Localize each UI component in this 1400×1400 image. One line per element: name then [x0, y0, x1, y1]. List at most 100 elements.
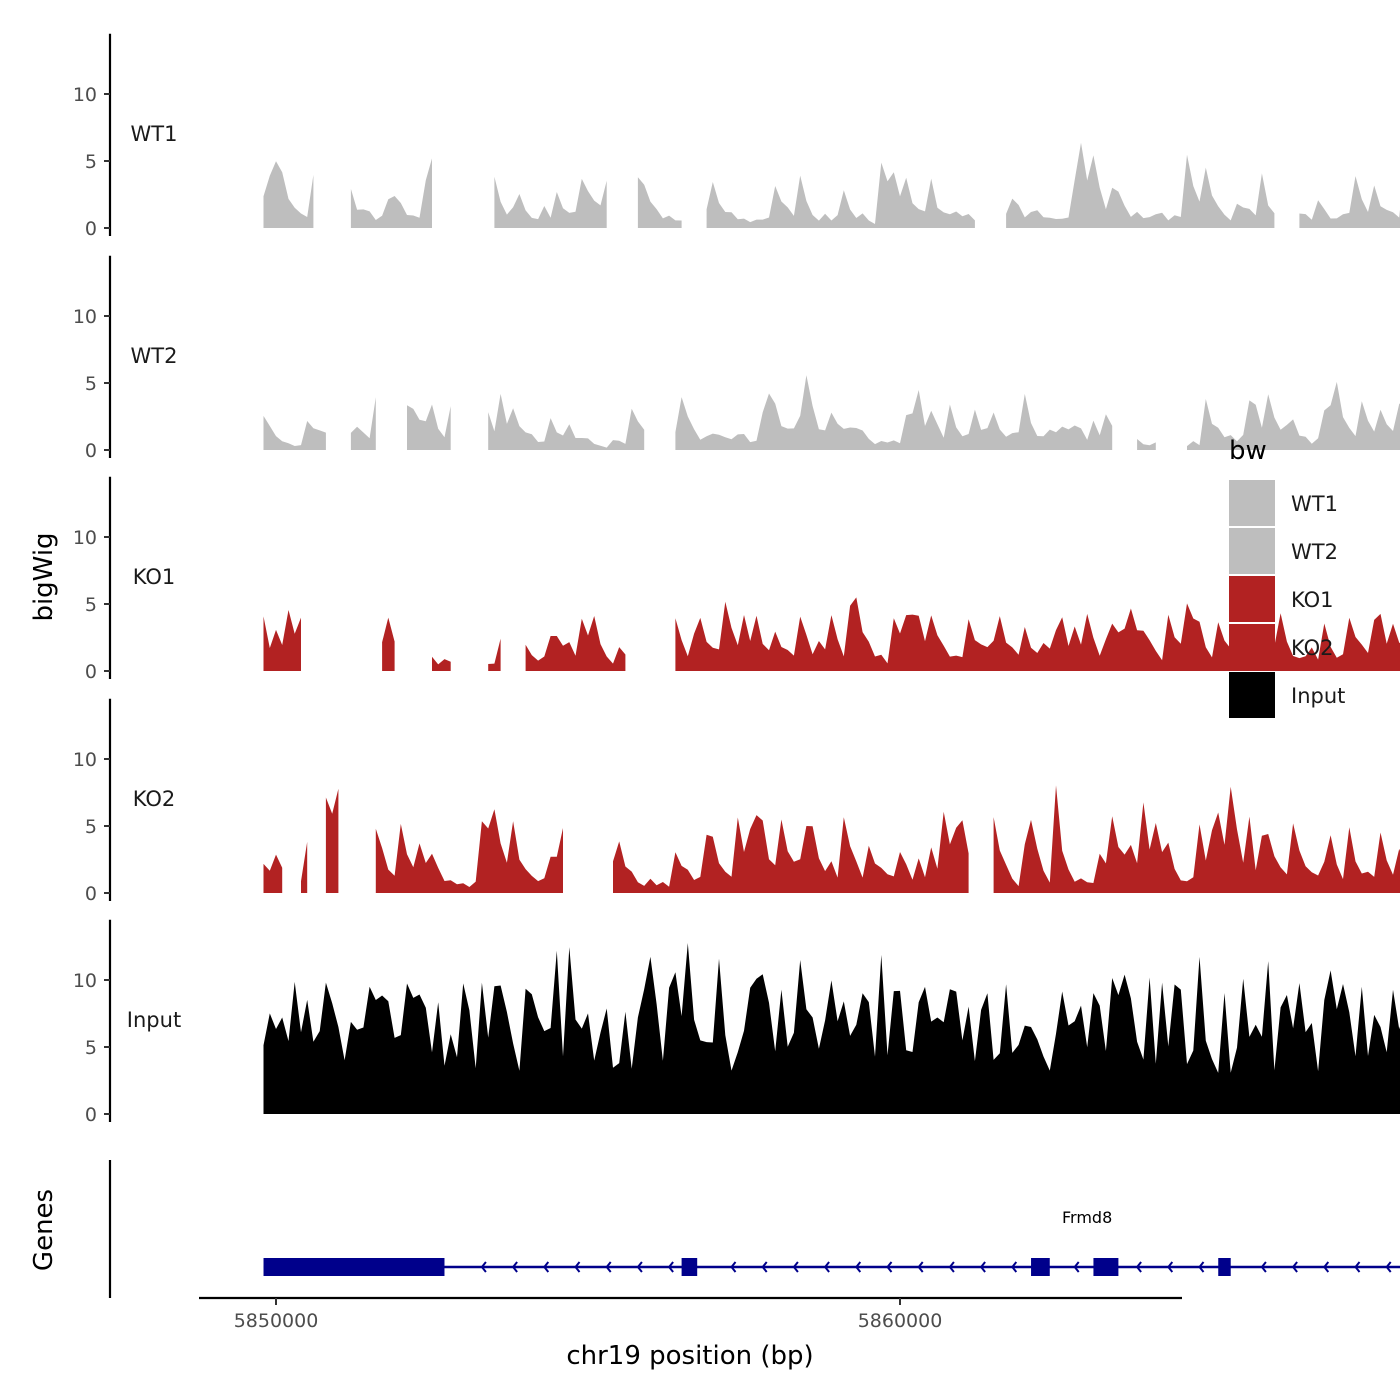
x-tick-label: 5860000 — [858, 1310, 943, 1332]
y-tick-label: 0 — [85, 1104, 97, 1126]
genes-axis-title: Genes — [29, 1189, 59, 1271]
track-panels: 0 5 10 WT1 0 5 10 WT2 0 5 10 KO1 0 5 10 KO2 0 5 10 Input — [73, 33, 1400, 1126]
x-tick-label: 5850000 — [234, 1310, 319, 1332]
strand-arrow — [730, 1261, 737, 1273]
gene-frmd8: Frmd8 — [263, 1208, 1400, 1276]
strand-arrow — [855, 1261, 862, 1273]
strand-arrow — [979, 1261, 986, 1273]
y-tick-label: 10 — [73, 84, 97, 106]
y-tick-label: 10 — [73, 749, 97, 771]
strand-arrow — [574, 1261, 581, 1273]
legend-swatch-wt2 — [1229, 528, 1275, 574]
strand-arrow — [886, 1261, 893, 1273]
strand-arrow — [948, 1261, 955, 1273]
signal-area-wt2 — [407, 404, 451, 450]
track-wt2: 0 5 10 WT2 — [73, 255, 1400, 462]
strand-arrow — [1385, 1261, 1392, 1273]
y-tick-label: 5 — [85, 151, 97, 173]
strand-arrow — [480, 1261, 487, 1273]
legend-swatch-wt1 — [1229, 480, 1275, 526]
y-tick-label: 0 — [85, 661, 97, 683]
signal-area-ko1 — [488, 638, 501, 671]
signal-area-ko2 — [613, 811, 969, 893]
track-label: WT1 — [131, 122, 178, 146]
signal-area-wt2 — [488, 393, 645, 450]
legend-label-input: Input — [1291, 684, 1345, 708]
y-tick-label: 0 — [85, 440, 97, 462]
y-tick-label: 10 — [73, 970, 97, 992]
legend-label-wt1: WT1 — [1291, 492, 1338, 516]
strand-arrow — [1354, 1261, 1361, 1273]
strand-arrow — [792, 1261, 799, 1273]
legend-label-ko2: KO2 — [1291, 636, 1334, 660]
legend-label-wt2: WT2 — [1291, 540, 1338, 564]
y-tick-label: 5 — [85, 1037, 97, 1059]
y-tick-label: 5 — [85, 594, 97, 616]
y-tick-label: 5 — [85, 373, 97, 395]
strand-arrow — [1198, 1261, 1205, 1273]
signal-area-ko1 — [525, 616, 626, 671]
legend-label-ko1: KO1 — [1291, 588, 1334, 612]
signal-area-ko2 — [263, 854, 283, 893]
signal-area-ko1 — [263, 610, 301, 671]
strand-arrow — [823, 1261, 830, 1273]
track-ko2: 0 5 10 KO2 — [73, 698, 1400, 905]
signal-area-wt1 — [350, 158, 432, 228]
signal-area-wt2 — [1187, 381, 1400, 450]
strand-arrow — [667, 1261, 674, 1273]
y-tick-label: 0 — [85, 218, 97, 240]
track-ko1: 0 5 10 KO1 — [73, 476, 1400, 683]
genes-panel: Frmd8 — [108, 1160, 1400, 1298]
strand-arrow — [605, 1261, 612, 1273]
signal-area-input — [263, 943, 1400, 1114]
track-input: 0 5 10 Input — [73, 919, 1400, 1126]
track-label: Input — [127, 1008, 181, 1032]
y-tick-label: 10 — [73, 306, 97, 328]
signal-area-ko1 — [382, 617, 395, 671]
track-label: WT2 — [131, 344, 178, 368]
strand-arrow — [511, 1261, 518, 1273]
strand-arrow — [1260, 1261, 1267, 1273]
gene-exon — [681, 1258, 698, 1276]
x-axis: 585000058600005870000 — [199, 1296, 1182, 1332]
legend: bw WT1 WT2 KO1 KO2 Input — [1229, 436, 1345, 718]
strand-arrow — [1291, 1261, 1298, 1273]
signal-area-ko2 — [325, 788, 339, 893]
signal-area-wt1 — [263, 161, 314, 228]
gene-exon — [1093, 1258, 1119, 1276]
y-tick-label: 10 — [73, 527, 97, 549]
signal-area-wt1 — [1299, 176, 1400, 228]
x-axis-title: chr19 position (bp) — [566, 1341, 813, 1371]
strand-arrow — [1011, 1261, 1018, 1273]
signal-area-ko2 — [301, 841, 308, 893]
legend-swatch-ko2 — [1229, 624, 1275, 670]
signal-area-wt1 — [494, 176, 607, 228]
y-tick-label: 5 — [85, 816, 97, 838]
y-axis-title: bigWig — [29, 532, 59, 621]
y-tick-label: 0 — [85, 883, 97, 905]
strand-arrow — [761, 1261, 768, 1273]
signal-area-wt1 — [637, 177, 682, 228]
strand-arrow — [1167, 1261, 1174, 1273]
signal-area-wt1 — [706, 162, 975, 228]
signal-area-ko1 — [432, 656, 451, 671]
signal-area-wt2 — [675, 375, 1113, 450]
strand-arrow — [1135, 1261, 1142, 1273]
strand-arrow — [1073, 1261, 1080, 1273]
track-label: KO1 — [133, 565, 176, 589]
signal-area-wt2 — [350, 397, 376, 450]
legend-swatch-ko1 — [1229, 576, 1275, 622]
strand-arrow — [543, 1261, 550, 1273]
gene-exon — [1218, 1258, 1231, 1276]
strand-arrow — [636, 1261, 643, 1273]
signal-area-wt1 — [1006, 142, 1275, 228]
gene-exon — [263, 1258, 445, 1276]
legend-swatch-input — [1229, 672, 1275, 718]
gene-label: Frmd8 — [1062, 1208, 1112, 1227]
strand-arrow — [917, 1261, 924, 1273]
strand-arrow — [1323, 1261, 1330, 1273]
track-label: KO2 — [133, 787, 176, 811]
signal-area-wt2 — [263, 415, 326, 450]
signal-area-ko1 — [675, 597, 1400, 671]
